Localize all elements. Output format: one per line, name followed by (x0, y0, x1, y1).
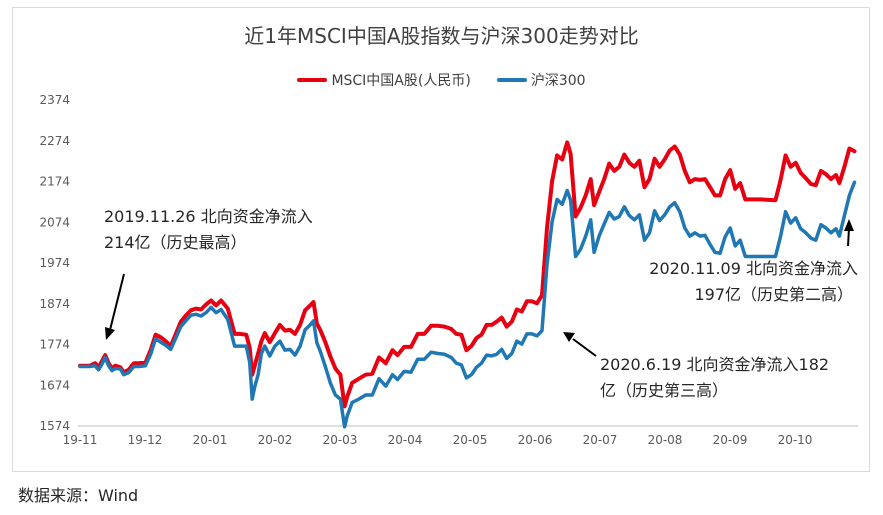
legend: MSCI中国A股(人民币) 沪深300 (0, 70, 883, 90)
legend-swatch-hs300 (496, 78, 527, 82)
annotation-3-line-2: 亿（历史第三高） (600, 381, 728, 400)
x-tick-label-9: 20-08 (648, 433, 683, 447)
series-line-msci (78, 140, 857, 409)
data-source: 数据来源：Wind (18, 486, 139, 505)
annotation-arrow-1 (105, 273, 125, 340)
legend-item-hs300: 沪深300 (496, 70, 586, 90)
y-tick-label-4: 1974 (39, 256, 70, 270)
y-tick-label-5: 1874 (39, 297, 70, 311)
x-tick-label-8: 20-07 (583, 433, 618, 447)
y-tick-label-6: 1774 (39, 338, 70, 352)
x-tick-label-1: 19-12 (128, 433, 163, 447)
annotation-1-line-2: 214亿（历史最高） (104, 233, 247, 252)
x-tick-labels: 19-11 19-12 20-01 20-02 20-03 20-04 20-05 20-06… (63, 433, 813, 447)
x-tick-label-2: 20-01 (193, 433, 228, 447)
y-tick-label-8: 1574 (39, 419, 70, 433)
y-tick-label-0: 2374 (39, 93, 70, 107)
x-tick-label-11: 20-10 (778, 433, 813, 447)
x-tick-label-7: 20-06 (518, 433, 553, 447)
annotation-3-line-1: 2020.6.19 北向资金净流入182 (600, 355, 829, 374)
y-tick-label-3: 2074 (39, 215, 70, 229)
annotation-arrow-3 (563, 332, 597, 357)
x-tick-label-5: 20-04 (388, 433, 423, 447)
legend-item-msci: MSCI中国A股(人民币) (297, 70, 471, 90)
chart-frame (12, 7, 870, 472)
chart-title: 近1年MSCI中国A股指数与沪深300走势对比 (244, 24, 639, 48)
x-tick-label-0: 19-11 (63, 433, 98, 447)
series-line-hs300 (78, 180, 857, 429)
legend-swatch-msci (297, 78, 328, 82)
annotation-arrow-2 (844, 219, 854, 247)
annotation-2-line-1: 2020.11.09 北向资金净流入 (649, 259, 858, 278)
y-tick-label-1: 2274 (39, 134, 70, 148)
x-tick-label-3: 20-02 (258, 433, 293, 447)
y-tick-label-2: 2174 (39, 175, 70, 189)
annotation-2-line-2: 197亿（历史第二高） (694, 285, 853, 304)
y-tick-labels: 2374 2274 2174 2074 1974 1874 1774 1674 1574 (39, 93, 70, 433)
series-lines (78, 140, 857, 429)
y-tick-label-7: 1674 (39, 378, 70, 392)
x-tick-label-4: 20-03 (323, 433, 358, 447)
annotation-1-line-1: 2019.11.26 北向资金净流入 (104, 207, 313, 226)
x-tick-label-6: 20-05 (453, 433, 488, 447)
legend-label-msci: MSCI中国A股(人民币) (331, 73, 471, 89)
legend-label-hs300: 沪深300 (530, 73, 586, 89)
x-tick-label-10: 20-09 (713, 433, 748, 447)
